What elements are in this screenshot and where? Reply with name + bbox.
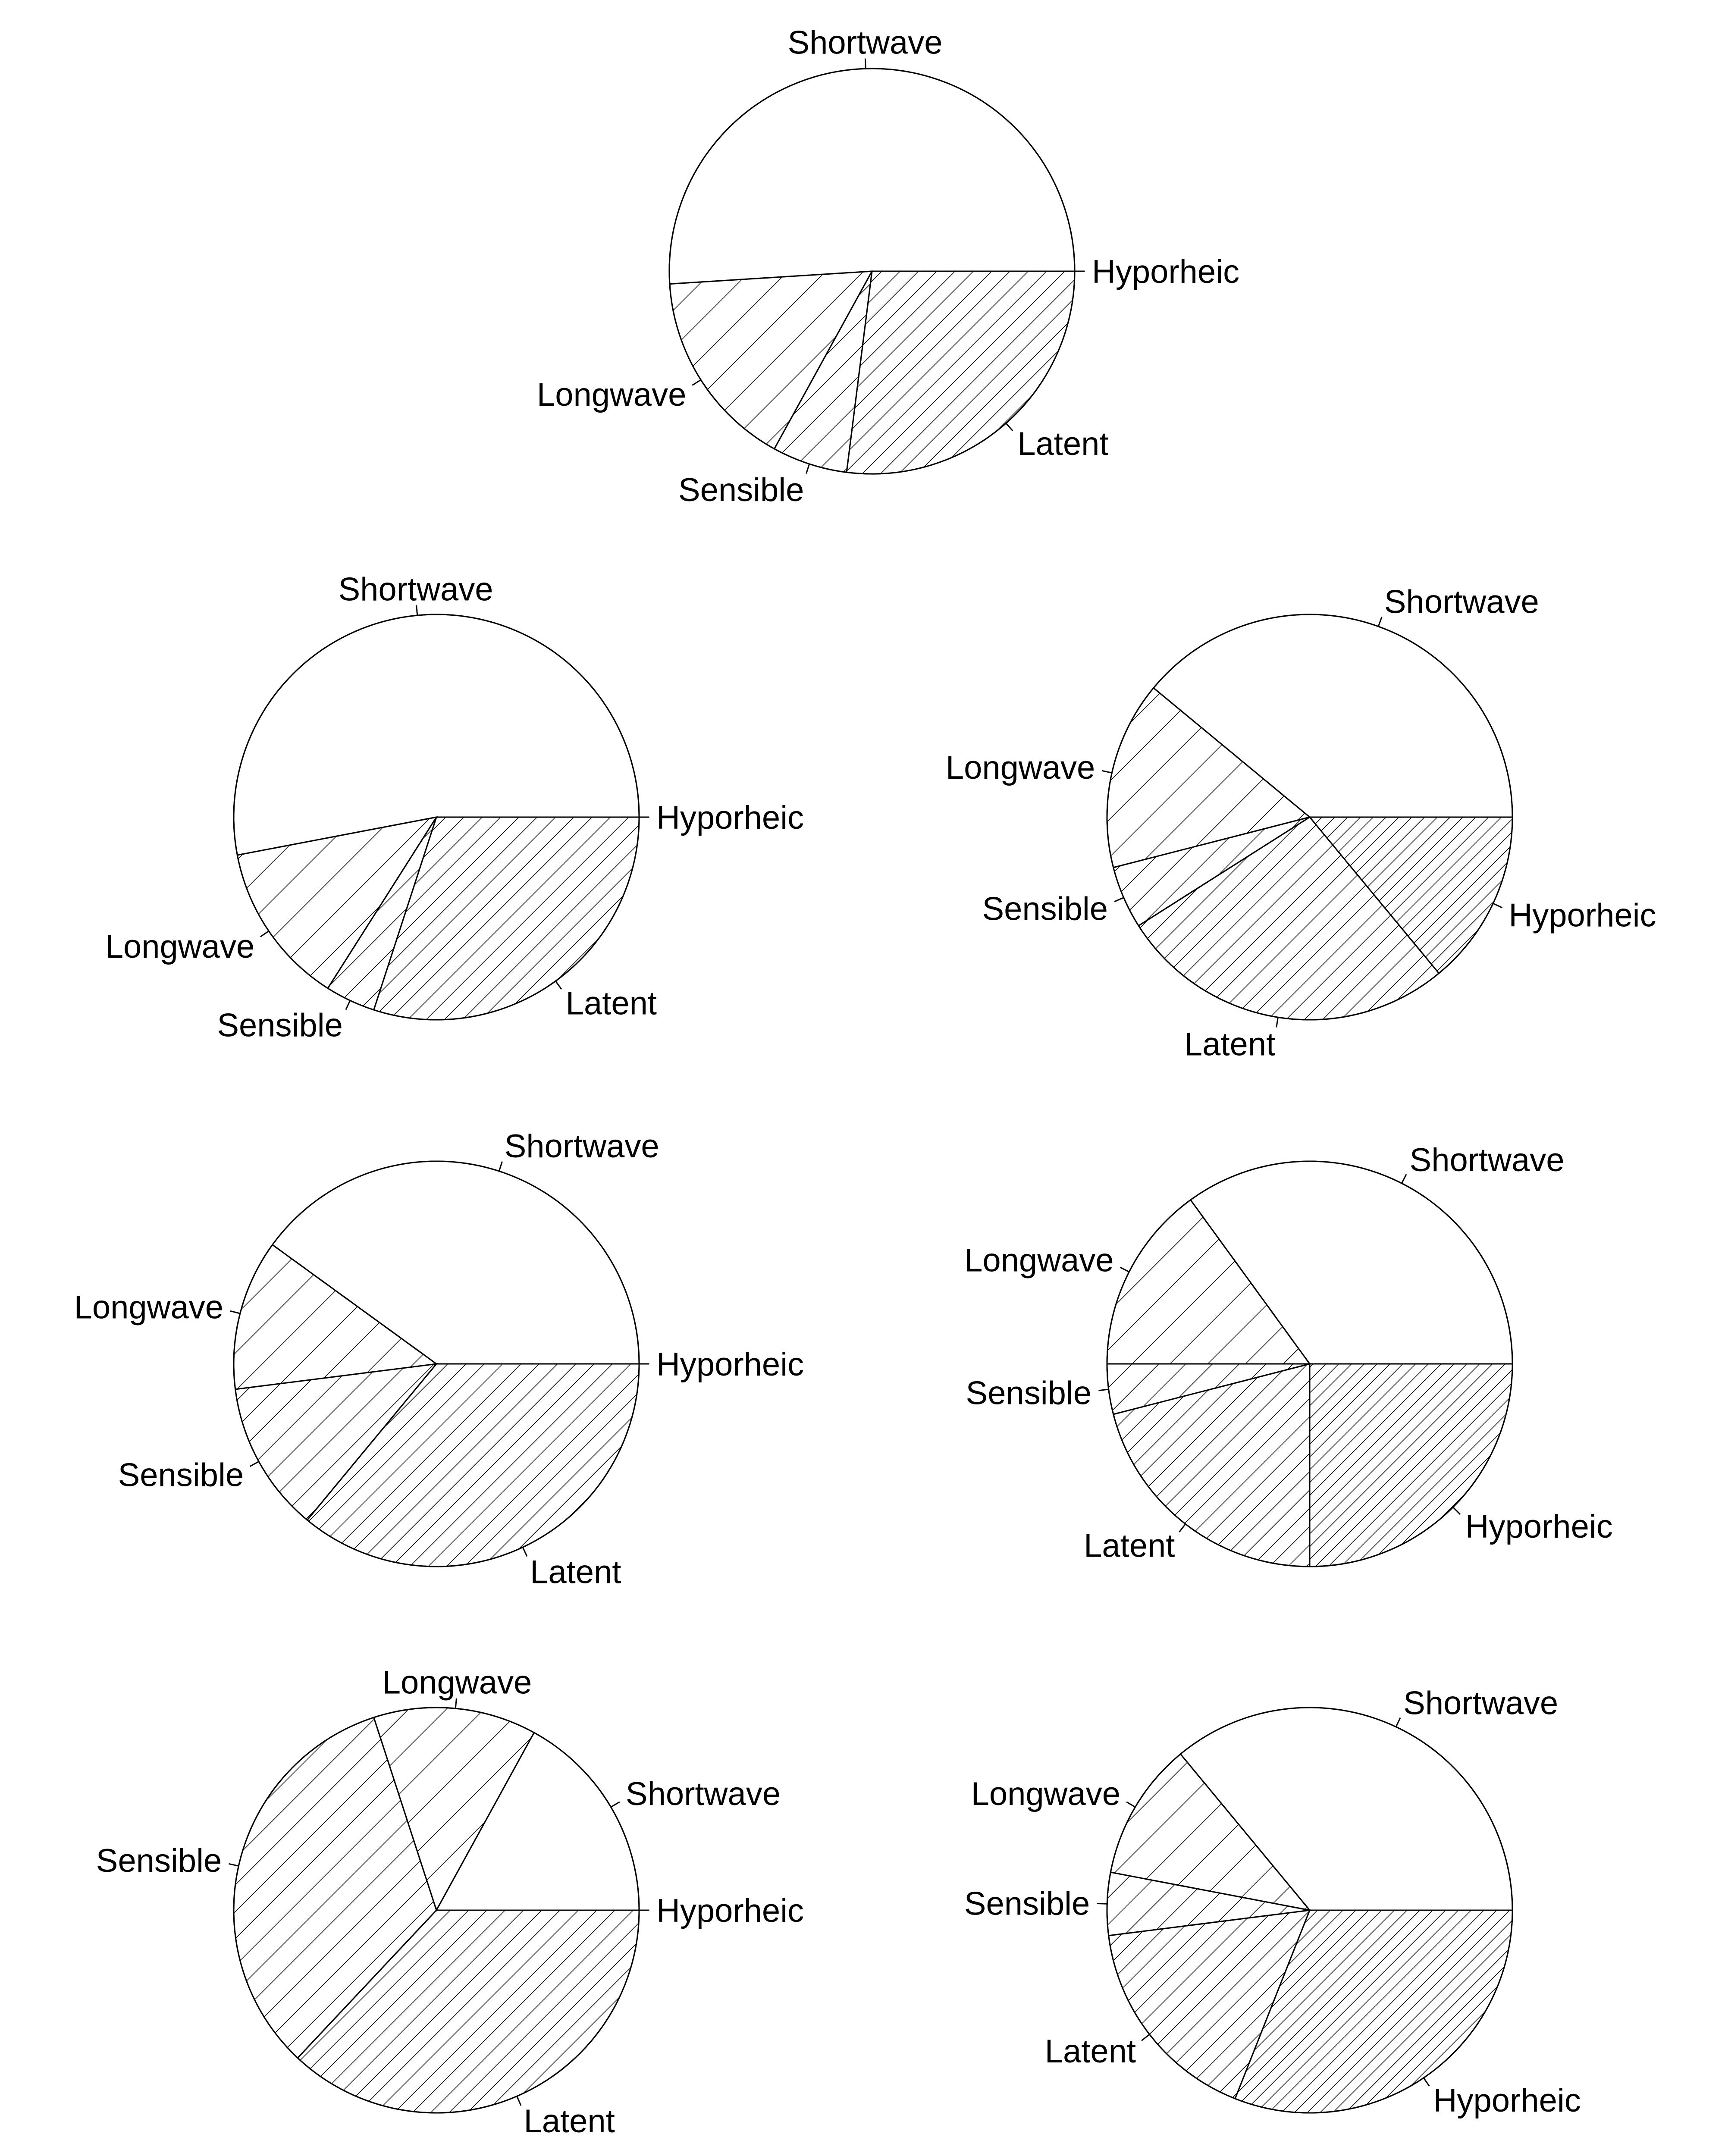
slice-label-longwave: Longwave	[74, 1289, 224, 1326]
slice-label-hyporheic: Hyporheic	[1509, 897, 1656, 934]
leader-line-longwave	[1126, 1801, 1136, 1808]
slice-label-latent: Latent	[1045, 2033, 1136, 2070]
pie-outline	[668, 68, 1076, 475]
pie-outline	[1106, 614, 1513, 1021]
pie-outline	[233, 614, 640, 1021]
slice-label-hyporheic: Hyporheic	[1465, 1508, 1613, 1545]
slice-label-hyporheic: Hyporheic	[1092, 254, 1239, 290]
slice-label-latent: Latent	[524, 2103, 615, 2140]
leader-line-shortwave	[1395, 1717, 1401, 1727]
leader-line-hyporheic	[1452, 1507, 1461, 1515]
leader-line-sensible	[345, 1000, 351, 1010]
slice-label-latent: Latent	[1084, 1527, 1175, 1564]
leader-line-longwave	[455, 1698, 457, 1709]
leader-line-longwave	[1120, 1266, 1129, 1272]
slice-label-longwave: Longwave	[105, 928, 255, 965]
leader-line-latent	[522, 1547, 528, 1557]
leader-line-latent	[555, 981, 562, 990]
slice-label-longwave: Longwave	[946, 749, 1095, 786]
pie-chart-6: Hyporheic Shortwave Longwave Sensible Latent	[96, 1664, 804, 2140]
pie-chart-4: Hyporheic Shortwave Longwave Sensible Latent	[74, 1128, 804, 1590]
pie-slice-shortwave	[668, 68, 1076, 285]
pie-chart-1: Hyporheic Shortwave Longwave Sensible Latent	[537, 24, 1239, 508]
leader-line-shortwave	[498, 1161, 503, 1172]
slice-label-sensible: Sensible	[678, 472, 804, 508]
slice-label-hyporheic: Hyporheic	[656, 799, 804, 836]
slice-label-latent: Latent	[1017, 426, 1108, 462]
leader-line-sensible	[1097, 1902, 1107, 1905]
leader-line-latent	[1141, 2034, 1150, 2041]
leader-line-hyporheic	[1493, 903, 1503, 909]
slice-label-hyporheic: Hyporheic	[656, 1346, 804, 1383]
slice-label-shortwave: Shortwave	[338, 571, 493, 608]
slice-label-sensible: Sensible	[118, 1457, 244, 1493]
leader-line-latent	[1005, 423, 1013, 432]
leader-line-hyporheic	[1423, 2077, 1430, 2087]
slice-label-shortwave: Shortwave	[787, 24, 942, 61]
pie-chart-3: Shortwave Longwave Sensible Latent Hyporheic	[946, 583, 1656, 1062]
slice-label-latent: Latent	[530, 1554, 621, 1590]
leader-line-sensible	[229, 1863, 239, 1867]
slice-label-longwave: Longwave	[971, 1776, 1121, 1812]
slice-label-sensible: Sensible	[964, 1885, 1090, 1922]
slice-label-longwave: Longwave	[537, 376, 687, 413]
slice-label-shortwave: Shortwave	[1384, 583, 1539, 620]
leader-line-sensible	[806, 464, 810, 474]
slice-label-sensible: Sensible	[217, 1007, 343, 1044]
pie-chart-2: Hyporheic Shortwave Longwave Sensible Latent	[105, 571, 804, 1044]
slice-label-longwave: Longwave	[383, 1664, 532, 1701]
slice-label-shortwave: Shortwave	[626, 1776, 781, 1812]
slice-label-shortwave: Shortwave	[1403, 1685, 1558, 1722]
pie-outline	[1106, 1707, 1513, 2114]
pie-outline	[233, 1160, 640, 1567]
leader-line-shortwave	[1401, 1174, 1407, 1184]
slice-label-latent: Latent	[566, 985, 657, 1022]
slice-label-shortwave: Shortwave	[1410, 1142, 1565, 1178]
leader-line-longwave	[692, 379, 701, 386]
pie-chart-7: Shortwave Longwave Sensible Latent Hyporheic	[964, 1685, 1581, 2119]
leader-line-shortwave	[610, 1801, 620, 1808]
leader-line-shortwave	[1377, 617, 1383, 627]
pie-chart-5: Shortwave Longwave Sensible Latent Hyporheic	[964, 1142, 1613, 1567]
pie-outline	[1106, 1160, 1513, 1567]
leader-line-sensible	[1114, 897, 1124, 903]
leader-line-latent	[516, 2096, 522, 2106]
pie-outline	[233, 1707, 640, 2114]
slice-label-sensible: Sensible	[982, 890, 1108, 927]
slice-label-sensible: Sensible	[966, 1375, 1092, 1412]
slice-label-shortwave: Shortwave	[505, 1128, 659, 1165]
leader-line-sensible	[1098, 1388, 1109, 1391]
slice-label-longwave: Longwave	[964, 1242, 1114, 1279]
leader-line-latent	[1179, 1523, 1186, 1532]
slice-label-sensible: Sensible	[96, 1843, 222, 1879]
leader-line-longwave	[1102, 770, 1112, 774]
leader-line-latent	[1276, 1017, 1279, 1028]
slice-label-hyporheic: Hyporheic	[1433, 2082, 1581, 2119]
leader-line-shortwave	[864, 58, 866, 69]
slice-label-hyporheic: Hyporheic	[656, 1893, 804, 1929]
slice-label-latent: Latent	[1184, 1026, 1275, 1062]
leader-line-longwave	[230, 1310, 241, 1314]
leader-line-sensible	[249, 1461, 259, 1467]
leader-line-longwave	[260, 930, 270, 937]
